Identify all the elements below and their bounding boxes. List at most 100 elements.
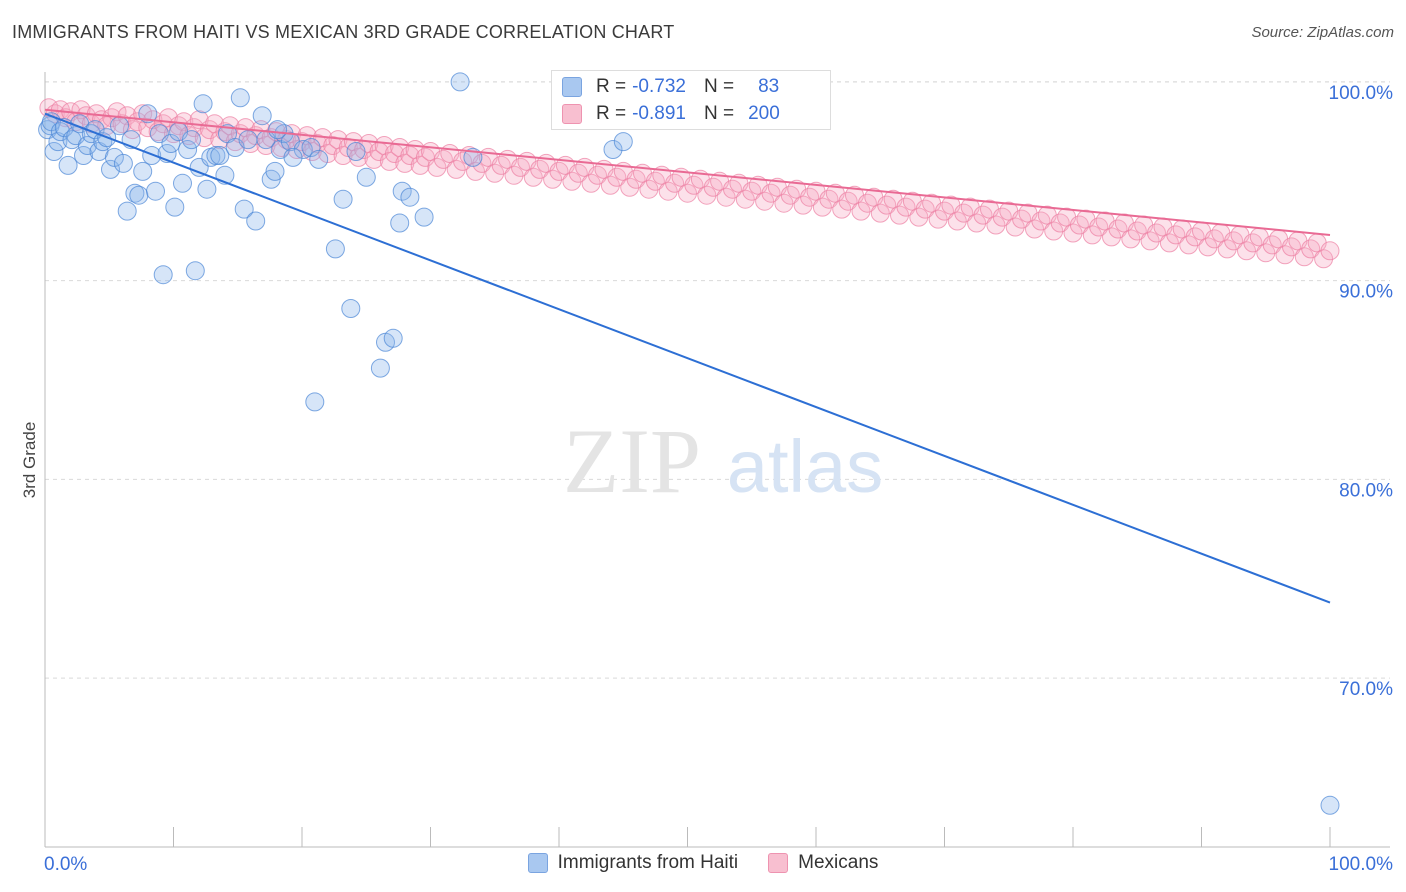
stats-row-haiti: R = -0.732 N = 83 (562, 74, 779, 100)
axis-labels: 70.0% 80.0% 90.0% 100.0% 0.0% 100.0% 3rd Grade (20, 83, 1393, 875)
data-point (603, 140, 623, 159)
data-point (305, 392, 325, 412)
data-point (613, 132, 633, 152)
grid-lines (45, 81, 1390, 679)
data-point (463, 147, 483, 167)
data-point (1198, 237, 1218, 257)
data-point (268, 120, 288, 140)
y-tick-label: 70.0% (1339, 679, 1393, 700)
data-point (185, 261, 205, 281)
data-point (1320, 795, 1340, 815)
data-point (832, 199, 852, 219)
data-point (400, 187, 420, 207)
y-tick-label: 100.0% (1329, 83, 1394, 104)
data-point (947, 211, 967, 231)
r-label: R = (596, 103, 627, 124)
data-point (485, 163, 505, 183)
data-point (193, 94, 213, 114)
n-value: 83 (758, 76, 780, 97)
data-point (356, 167, 376, 187)
data-point (446, 159, 466, 179)
data-point (400, 146, 420, 165)
watermark-atlas: atlas (727, 425, 883, 508)
legend-label: Mexicans (798, 852, 879, 873)
data-point (1102, 227, 1121, 247)
legend-item-haiti[interactable]: Immigrants from Haiti (527, 852, 738, 874)
mexicans-swatch (562, 104, 582, 124)
trend-line (44, 108, 1331, 236)
data-point (283, 147, 303, 167)
data-point (1121, 229, 1141, 249)
data-point (1159, 233, 1179, 253)
y-tick-label: 80.0% (1339, 480, 1393, 501)
data-point (735, 189, 755, 209)
data-point (466, 161, 485, 181)
data-point (562, 171, 582, 191)
data-point (678, 183, 697, 203)
data-point (812, 197, 832, 217)
data-point (1237, 241, 1256, 261)
n-label: N = (703, 103, 735, 124)
data-point (1217, 239, 1237, 259)
data-point (133, 161, 153, 181)
data-point (870, 203, 890, 223)
data-point (1025, 219, 1044, 239)
data-point (370, 358, 390, 378)
data-point (265, 161, 285, 181)
axes (44, 72, 1390, 848)
data-point (309, 149, 329, 169)
data-point (153, 114, 173, 134)
data-point (383, 328, 403, 348)
data-point (161, 134, 181, 153)
legend-item-mexicans[interactable]: Mexicans (768, 852, 878, 874)
data-point (246, 211, 266, 231)
data-point (117, 201, 137, 221)
data-point (967, 213, 987, 233)
data-point (234, 199, 254, 219)
mexicans-swatch (768, 853, 789, 873)
data-point (1140, 231, 1160, 251)
stats-row-mexicans: R = -0.891 N = 200 (562, 101, 780, 127)
trend-line (44, 112, 1331, 604)
data-point (252, 106, 272, 126)
data-point (346, 142, 366, 161)
data-point (1320, 241, 1340, 261)
data-point (450, 72, 470, 92)
source-label: Source: ZipAtlas.com (1251, 24, 1394, 41)
data-point (390, 213, 410, 233)
data-point (581, 173, 601, 193)
data-point (333, 189, 353, 209)
data-point (182, 130, 201, 150)
data-point (909, 207, 929, 227)
stats-legend: R = -0.732 N = 83 R = -0.891 N = 200 (551, 70, 831, 130)
y-axis-label: 3rd Grade (20, 422, 39, 499)
data-point (113, 153, 133, 173)
data-point (1005, 217, 1025, 237)
data-point (890, 205, 909, 225)
data-point (1275, 245, 1295, 265)
data-point (1294, 247, 1314, 267)
data-point (325, 239, 345, 259)
data-point (1256, 243, 1276, 263)
data-point (392, 181, 412, 201)
data-point (755, 191, 775, 211)
data-point (129, 185, 149, 205)
data-point (793, 195, 813, 215)
data-point (639, 179, 659, 199)
y-tick-label: 90.0% (1339, 282, 1393, 303)
r-label: R = (596, 76, 627, 97)
data-point (658, 181, 678, 201)
data-point (1314, 249, 1334, 269)
data-point (986, 215, 1006, 235)
data-point (197, 179, 217, 199)
data-point (146, 181, 165, 201)
n-value: 200 (748, 103, 780, 124)
data-point (178, 140, 198, 159)
data-point (206, 146, 226, 165)
data-point (523, 167, 543, 187)
chart-title: IMMIGRANTS FROM HAITI VS MEXICAN 3RD GRA… (12, 22, 675, 42)
data-point (716, 187, 736, 207)
data-point (138, 104, 158, 124)
data-point (341, 299, 361, 318)
